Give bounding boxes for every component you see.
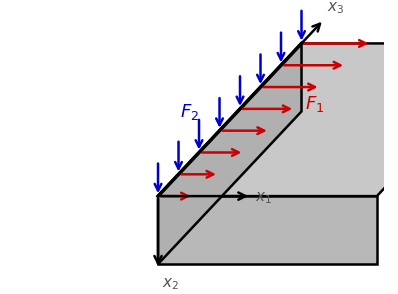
Text: $F_1$: $F_1$ [305, 94, 324, 114]
Text: $x_2$: $x_2$ [162, 276, 179, 292]
Polygon shape [158, 196, 377, 264]
Text: $x_1$: $x_1$ [255, 190, 272, 206]
Text: $x_3$: $x_3$ [327, 0, 344, 16]
Polygon shape [158, 44, 302, 264]
Text: $F_2$: $F_2$ [180, 102, 199, 122]
Polygon shape [158, 44, 398, 196]
